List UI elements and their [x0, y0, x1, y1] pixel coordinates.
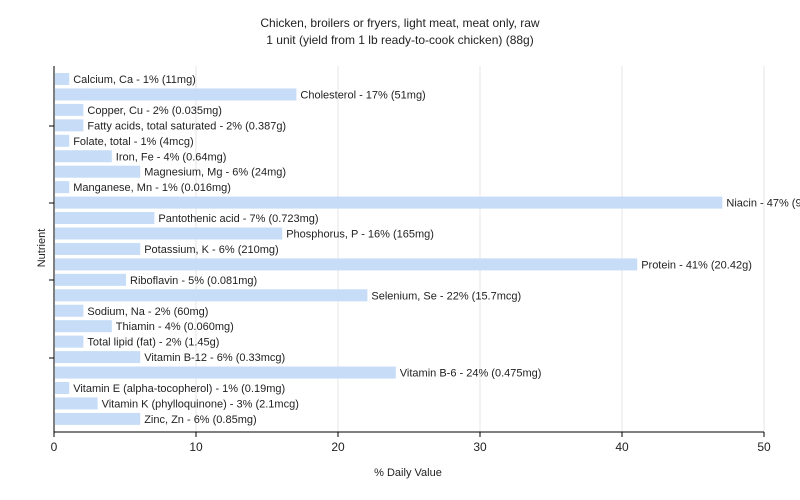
bar-label: Protein - 41% (20.42g)	[641, 259, 752, 271]
chart-subtitle: 1 unit (yield from 1 lb ready-to-cook ch…	[266, 33, 533, 47]
x-tick-label: 10	[189, 440, 203, 454]
bar-label: Pantothenic acid - 7% (0.723mg)	[158, 213, 318, 225]
bar-label: Vitamin E (alpha-tocopherol) - 1% (0.19m…	[73, 383, 285, 395]
bar-label: Cholesterol - 17% (51mg)	[300, 89, 425, 101]
bar	[55, 73, 70, 85]
bar	[55, 304, 84, 317]
bar-label: Sodium, Na - 2% (60mg)	[87, 306, 208, 318]
bar	[55, 119, 84, 132]
bar	[55, 289, 368, 302]
x-axis-ticks: 0 10 20 30 40 50	[51, 432, 771, 454]
bar-label: Iron, Fe - 4% (0.64mg)	[116, 151, 227, 163]
bar-label: Magnesium, Mg - 6% (24mg)	[144, 167, 286, 179]
bar	[55, 88, 297, 101]
bar	[55, 320, 112, 333]
bar	[55, 258, 638, 271]
bar	[55, 397, 98, 410]
bar-label: Niacin - 47% (9.332mg)	[726, 198, 800, 210]
bar-label: Copper, Cu - 2% (0.035mg)	[87, 105, 222, 117]
bar	[55, 366, 396, 379]
bar	[55, 242, 141, 255]
bar-label: Potassium, K - 6% (210mg)	[144, 244, 279, 256]
bar-label: Vitamin K (phylloquinone) - 3% (2.1mcg)	[102, 398, 299, 410]
bar-label: Selenium, Se - 22% (15.7mcg)	[371, 290, 521, 302]
y-axis-label: Nutrient	[36, 229, 48, 268]
bar	[55, 412, 141, 425]
x-tick-label: 30	[473, 440, 487, 454]
bars: Calcium, Ca - 1% (11mg) Cholesterol - 17%…	[55, 73, 800, 426]
axes	[49, 66, 764, 433]
chart-title: Chicken, broilers or fryers, light meat,…	[260, 16, 540, 30]
x-tick-label: 50	[757, 440, 771, 454]
bar-label: Thiamin - 4% (0.060mg)	[116, 321, 234, 333]
bar	[55, 181, 70, 194]
x-tick-label: 40	[615, 440, 629, 454]
bar	[55, 196, 723, 209]
bar-label: Calcium, Ca - 1% (11mg)	[73, 74, 196, 86]
bar	[55, 273, 126, 286]
bar	[55, 335, 84, 348]
bar	[55, 382, 70, 394]
bar-label: Zinc, Zn - 6% (0.85mg)	[144, 414, 256, 426]
x-tick-label: 0	[51, 440, 58, 454]
bar-label: Riboflavin - 5% (0.081mg)	[130, 275, 257, 287]
bar-label: Total lipid (fat) - 2% (1.45g)	[87, 337, 219, 349]
bar	[55, 103, 84, 116]
bar	[55, 150, 112, 163]
bar-label: Manganese, Mn - 1% (0.016mg)	[73, 182, 231, 194]
bar	[55, 227, 283, 240]
bar-label: Phosphorus, P - 16% (165mg)	[286, 229, 434, 241]
bar-label: Folate, total - 1% (4mcg)	[73, 136, 193, 148]
bar	[55, 134, 70, 147]
bar	[55, 165, 141, 178]
bar	[55, 351, 141, 364]
x-tick-label: 20	[331, 440, 345, 454]
x-axis-label: % Daily Value	[374, 467, 442, 479]
bar-label: Vitamin B-12 - 6% (0.33mcg)	[144, 352, 285, 364]
bar	[55, 212, 155, 225]
bar-label: Fatty acids, total saturated - 2% (0.387…	[87, 120, 286, 132]
bar-label: Vitamin B-6 - 24% (0.475mg)	[400, 368, 542, 380]
